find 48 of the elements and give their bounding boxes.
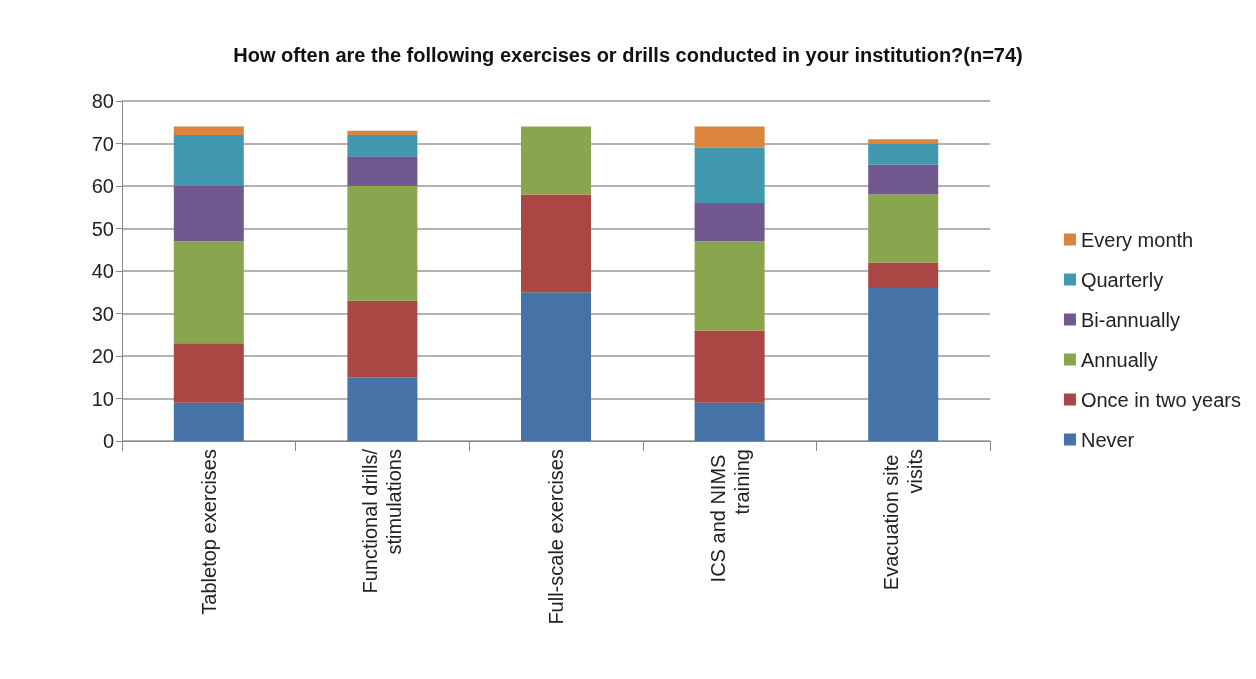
bar [173,186,244,242]
x-tick-label: Functional drills/stimulations [359,448,406,594]
y-tick-label: 20 [91,345,114,367]
bar [868,194,939,263]
legend-label: Every month [1080,228,1194,251]
bar [868,164,939,195]
x-tick-label: Evacuation site visits [880,449,927,591]
bar [694,241,765,331]
x-tick-label: Tabletop exercises [197,449,220,615]
y-tick-label: 40 [91,260,114,282]
bar [347,377,418,441]
y-tick-label: 70 [91,132,114,155]
bar [694,402,765,441]
bar [694,330,765,403]
y-tick-label: 80 [91,90,114,112]
bar [694,126,765,148]
bar [347,186,418,301]
bar [868,143,939,165]
bar [173,343,244,403]
bar [521,126,591,195]
x-tick-label: ICS and NIMS training [706,449,753,583]
y-tick-label: 30 [91,302,114,325]
legend-label: Annually [1080,348,1158,371]
bar [173,241,244,344]
bar [868,288,939,441]
y-tick-label: 60 [91,175,114,197]
bar [694,203,765,242]
bar [347,156,418,186]
bar [173,135,244,186]
y-tick-label: 10 [91,387,114,410]
chart-title: How often are the following exercises or drills conducted in your institution?(n=74) [233,44,1023,66]
x-tick-label: Full-scale exercises [545,449,567,625]
bar [694,147,765,203]
legend-label: Never [1080,428,1135,451]
bar [521,194,591,293]
y-tick-label: 50 [91,217,114,240]
bar [868,262,939,288]
bar [521,292,591,441]
bar [173,126,244,135]
legend-label: Bi-annually [1080,308,1180,331]
bar [868,139,939,144]
bar [347,300,418,378]
bar [173,402,244,441]
legend-label: Quarterly [1080,268,1164,291]
bar [347,130,418,135]
y-tick-label: 0 [102,430,114,452]
legend-label: Once in two years [1080,388,1242,411]
bar [347,135,418,157]
